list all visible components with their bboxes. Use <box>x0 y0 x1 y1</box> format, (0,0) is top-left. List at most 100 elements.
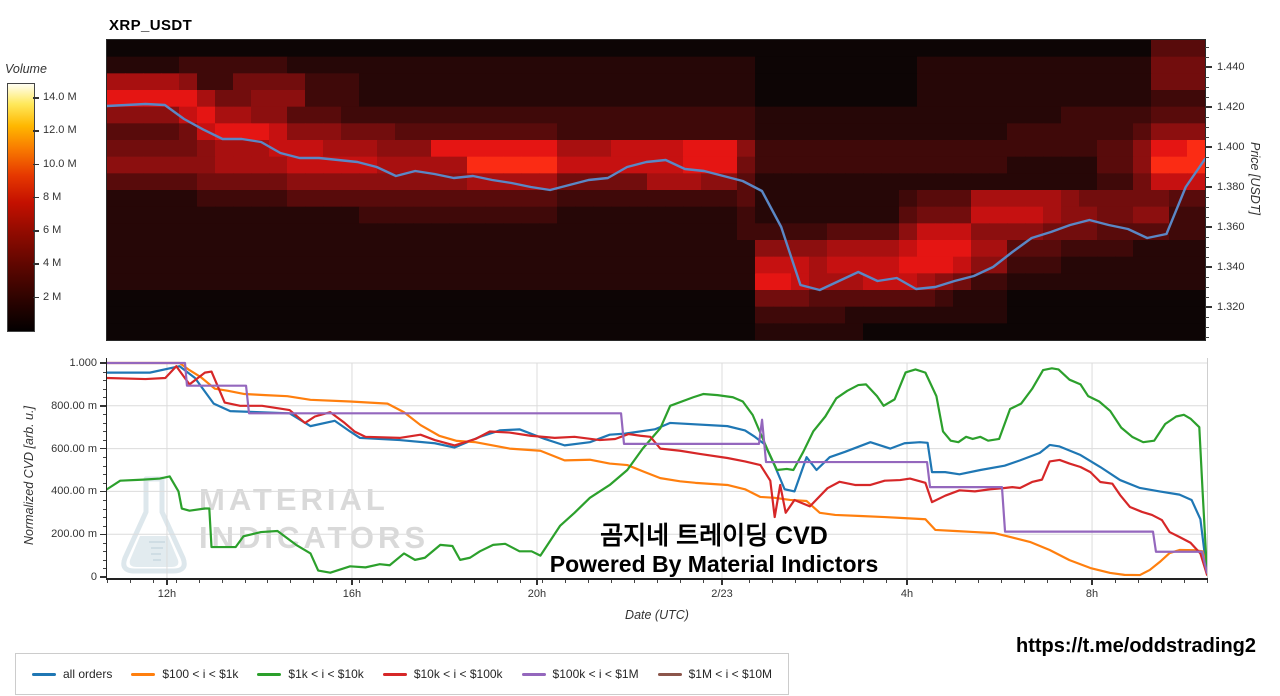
cvd-x-minor-tick <box>359 579 361 583</box>
cvd-y-tick <box>100 405 107 407</box>
cvd-x-minor-tick <box>588 579 590 583</box>
cvd-x-minor-tick <box>175 579 177 583</box>
colorbar-tick <box>33 163 39 166</box>
cvd-x-minor-tick <box>565 579 567 583</box>
cvd-x-tick-label: 12h <box>157 588 177 600</box>
colorbar-tick <box>33 97 39 99</box>
legend-swatch <box>382 672 407 676</box>
colorbar-tick-label: 4 M <box>43 257 62 270</box>
price-minor-tick <box>1205 77 1209 78</box>
price-minor-tick <box>1205 127 1209 128</box>
cvd-x-minor-tick <box>840 579 842 583</box>
cvd-left-spine <box>105 358 107 579</box>
legend-label: $10k < i < $100k <box>413 667 503 681</box>
price-minor-tick <box>1205 137 1209 138</box>
legend-label: $1M < i < $10M <box>688 667 772 681</box>
colorbar-tick <box>33 130 39 132</box>
cvd-x-minor-tick <box>748 579 750 583</box>
cvd-x-minor-tick <box>519 579 521 583</box>
cvd-x-minor-tick <box>657 579 658 583</box>
cvd-x-minor-tick <box>1023 579 1025 583</box>
cvd-x-tick <box>351 579 353 585</box>
overlay-powered-by: Powered By Material Indictors <box>549 551 879 577</box>
colorbar-tick-label: 10.0 M <box>43 157 77 170</box>
cvd-x-minor-tick <box>977 579 979 583</box>
cvd-y-minor-tick <box>103 380 107 382</box>
volume-colorbar <box>7 83 35 332</box>
colorbar-title: Volume <box>5 62 47 76</box>
cvd-y-tick <box>100 576 107 578</box>
cvd-y-minor-tick <box>103 542 107 544</box>
price-minor-tick <box>1205 177 1209 178</box>
cvd-x-minor-tick <box>336 579 338 583</box>
cvd-x-tick-label: 20h <box>527 588 547 600</box>
price-minor-tick <box>1205 297 1209 298</box>
cvd-x-minor-tick <box>634 579 636 583</box>
cvd-x-minor-tick <box>611 579 613 583</box>
price-tick <box>1205 66 1212 68</box>
telegram-link[interactable]: https://t.me/oddstrading2 <box>1016 635 1256 657</box>
cvd-y-minor-tick <box>103 517 107 519</box>
overlay-title-korean: 곰지네 트레이딩 CVD <box>600 522 828 550</box>
cvd-x-minor-tick <box>244 579 246 583</box>
cvd-x-minor-tick <box>427 579 429 583</box>
colorbar-tick <box>33 196 39 199</box>
price-tick-label: 1.320 <box>1217 301 1245 313</box>
heatmap-panel <box>106 39 1206 341</box>
cvd-y-minor-tick <box>103 559 107 561</box>
cvd-x-minor-tick <box>771 579 773 583</box>
price-minor-tick <box>1205 317 1209 318</box>
legend-item: $100 < i < $1k <box>131 667 238 681</box>
cvd-right-spine <box>1207 358 1208 578</box>
price-tick <box>1205 186 1212 188</box>
cvd-x-tick-label: 2/23 <box>711 588 733 600</box>
price-volume-heatmap-canvas <box>107 40 1205 340</box>
cvd-x-tick-label: 8h <box>1085 588 1099 600</box>
cvd-y-minor-tick <box>103 525 107 527</box>
cvd-x-minor-tick <box>1138 579 1140 583</box>
price-minor-tick <box>1205 157 1209 158</box>
colorbar-tick-label: 6 M <box>43 224 62 237</box>
price-minor-tick <box>1205 47 1209 48</box>
cvd-x-minor-tick <box>313 579 315 583</box>
cvd-x-minor-tick <box>886 579 888 583</box>
price-minor-tick <box>1205 237 1209 238</box>
colorbar-tick-label: 12.0 M <box>43 124 77 137</box>
cvd-bottom-spine <box>106 578 1208 580</box>
cvd-x-minor-tick <box>817 579 819 583</box>
cvd-y-tick-label: 1.000 <box>69 357 97 369</box>
legend-swatch <box>257 672 282 676</box>
cvd-x-tick <box>536 579 538 585</box>
cvd-y-minor-tick <box>103 568 107 570</box>
colorbar-tick-label: 2 M <box>43 290 62 303</box>
cvd-y-minor-tick <box>103 440 107 442</box>
cvd-y-tick <box>100 362 107 364</box>
price-minor-tick <box>1205 287 1209 288</box>
cvd-x-tick <box>906 579 908 585</box>
price-minor-tick <box>1205 197 1209 198</box>
price-minor-tick <box>1205 217 1209 218</box>
price-tick-label: 1.380 <box>1217 181 1245 193</box>
cvd-x-minor-tick <box>129 579 131 583</box>
price-tick <box>1205 266 1212 268</box>
price-tick <box>1205 306 1212 308</box>
cvd-x-tick-label: 16h <box>342 588 362 600</box>
cvd-x-minor-tick <box>382 579 383 583</box>
legend-label: $1k < i < $10k <box>288 667 364 681</box>
legend-item: $1k < i < $10k <box>257 667 364 681</box>
cvd-x-minor-tick <box>404 579 406 583</box>
cvd-y-minor-tick <box>103 431 107 433</box>
cvd-y-tick-label: 800.00 m <box>51 399 97 412</box>
legend-swatch <box>521 672 546 676</box>
colorbar-tick <box>33 296 39 299</box>
price-minor-tick <box>1205 257 1209 258</box>
cvd-y-minor-tick <box>103 499 107 501</box>
cvd-x-minor-tick <box>1207 579 1208 583</box>
colorbar-tick-label: 8 M <box>43 190 62 203</box>
cvd-y-minor-tick <box>103 422 107 424</box>
price-minor-tick <box>1205 57 1209 58</box>
cvd-y-tick-label: 0 <box>90 571 97 583</box>
cvd-x-minor-tick <box>198 579 200 583</box>
cvd-x-minor-tick <box>954 579 956 583</box>
legend-item: $100k < i < $1M <box>521 667 639 681</box>
